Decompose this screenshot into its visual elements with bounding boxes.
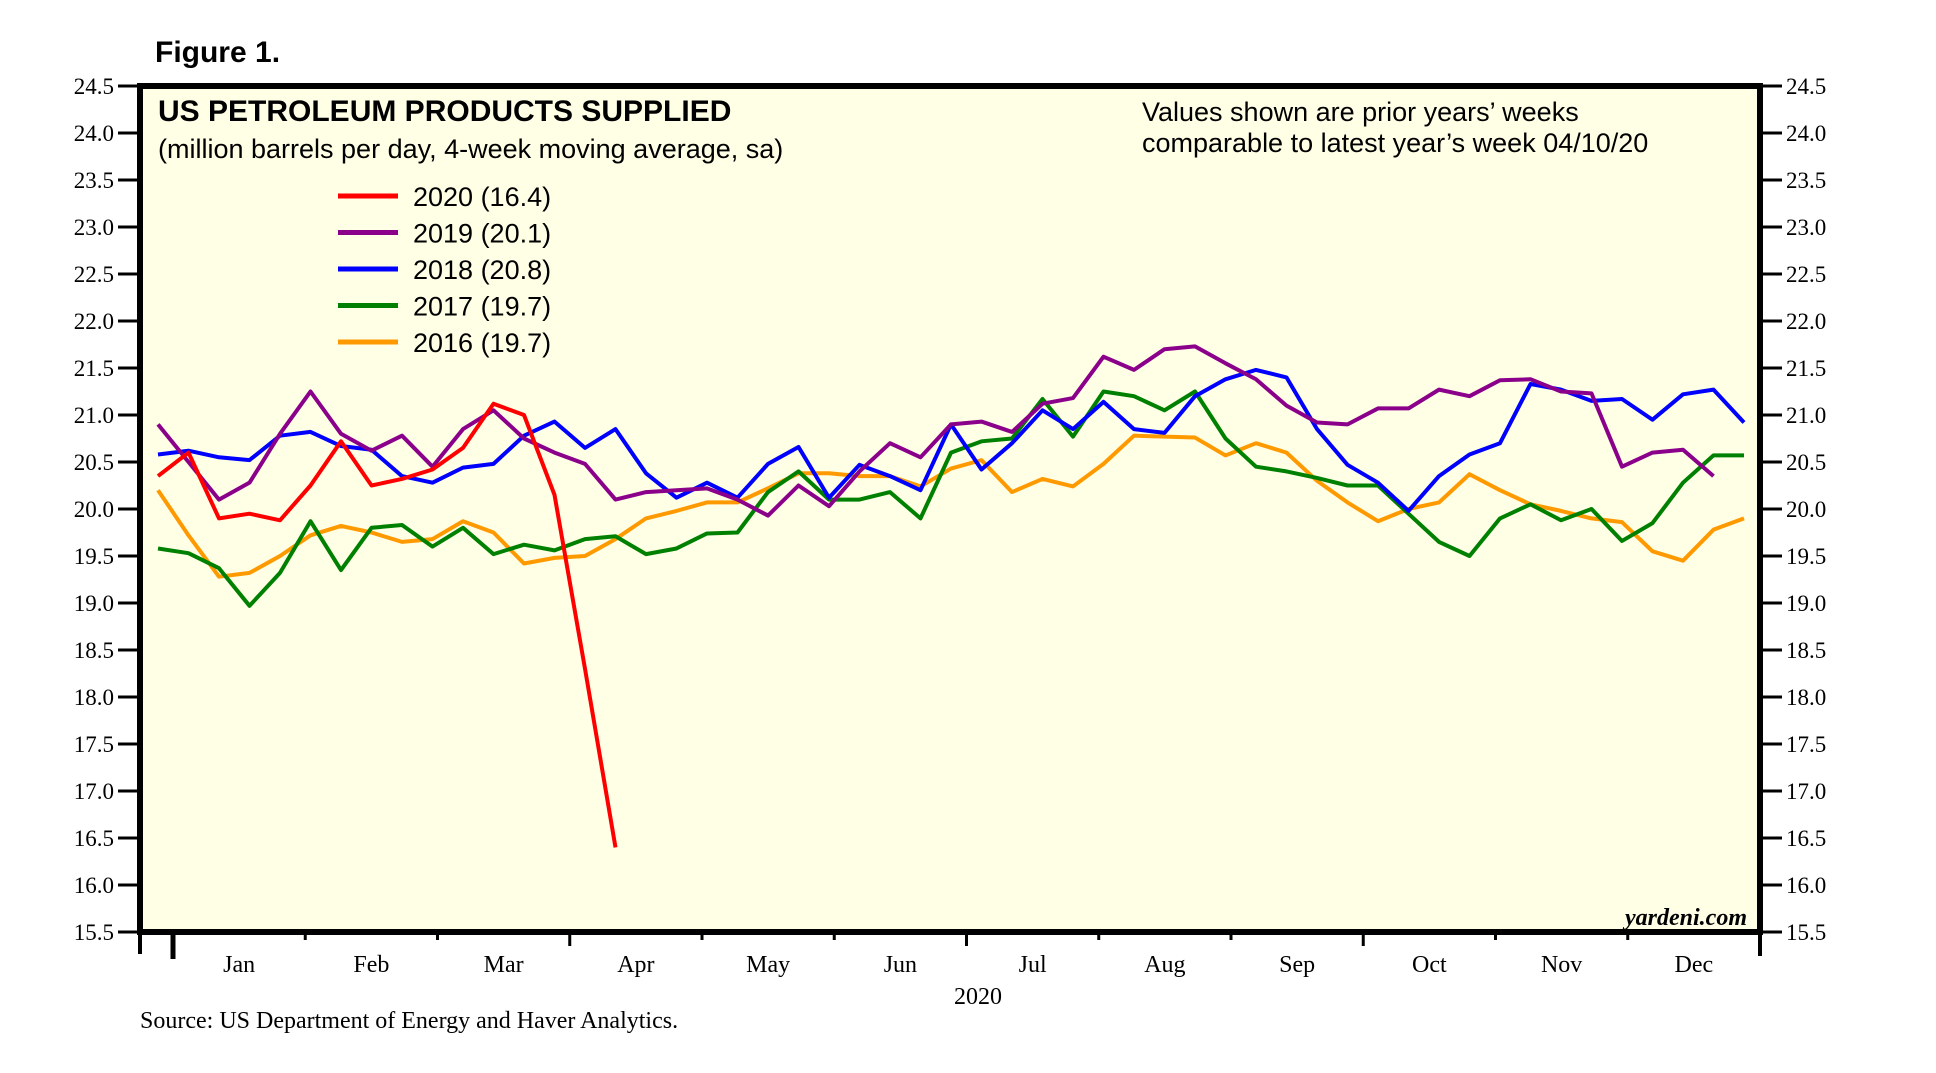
series-line-2017 (157, 389, 1744, 608)
series-line-2020 (156, 401, 618, 848)
y-tick-label-left: 21.5 (74, 356, 114, 381)
y-tick-label-left: 19.0 (74, 591, 114, 616)
y-tick-label-right: 17.5 (1786, 732, 1826, 757)
y-tick-label-left: 24.0 (74, 121, 114, 146)
y-tick-label-right: 21.5 (1786, 356, 1826, 381)
y-tick-label-left: 20.5 (74, 450, 114, 475)
figure-label: Figure 1. (155, 36, 281, 69)
legend-label-2017: 2017 (19.7) (413, 292, 551, 322)
x-tick-label: Dec (1675, 952, 1714, 978)
y-tick-label-right: 21.0 (1786, 403, 1826, 428)
y-tick-label-right: 18.0 (1786, 685, 1826, 710)
legend-label-2019: 2019 (20.1) (413, 219, 551, 249)
x-tick-label: Jan (223, 952, 255, 978)
y-tick-label-right: 20.0 (1786, 497, 1826, 522)
annotation-line-2: comparable to latest year’s week 04/10/2… (1142, 128, 1648, 158)
x-tick-label: Mar (484, 952, 524, 978)
legend-label-2020: 2020 (16.4) (413, 182, 551, 212)
y-tick-label-right: 17.0 (1786, 779, 1826, 804)
y-tick-label-right: 22.5 (1786, 262, 1826, 287)
legend-label-2016: 2016 (19.7) (413, 328, 551, 358)
legend: 2020 (16.4) 2019 (20.1) 2018 (20.8) 2017 (1… (338, 182, 551, 358)
y-tick-label-right: 23.0 (1786, 215, 1826, 240)
y-tick-label-left: 15.5 (74, 920, 114, 945)
y-tick-label-right: 19.0 (1786, 591, 1826, 616)
y-tick-label-left: 16.5 (74, 826, 114, 851)
x-tick-label: Oct (1412, 952, 1447, 978)
y-tick-label-left: 22.0 (74, 309, 114, 334)
x-axis: Jan Feb Mar Apr May Jun Jul Aug Sep Oct Nov Dec (138, 932, 1762, 978)
plot-area (140, 86, 1760, 932)
y-tick-label-left: 21.0 (74, 403, 114, 428)
y-tick-label-left: 22.5 (74, 262, 114, 287)
y-tick-label-right: 22.0 (1786, 309, 1826, 334)
x-tick-label: Aug (1144, 952, 1185, 978)
x-tick-label: Apr (617, 952, 654, 978)
y-tick-label-left: 19.5 (74, 544, 114, 569)
source-note: Source: US Department of Energy and Have… (140, 1008, 679, 1034)
y-tick-label-left: 23.5 (74, 168, 114, 193)
y-tick-label-right: 20.5 (1786, 450, 1826, 475)
y-tick-label-right: 18.5 (1786, 638, 1826, 663)
annotation-line-1: Values shown are prior years’ weeks (1142, 97, 1579, 127)
x-tick-label: Feb (353, 952, 389, 978)
y-tick-label-left: 24.5 (74, 74, 114, 99)
y-tick-label-left: 18.5 (74, 638, 114, 663)
legend-label-2018: 2018 (20.8) (413, 255, 551, 285)
y-tick-label-left: 20.0 (74, 497, 114, 522)
chart-subtitle: (million barrels per day, 4-week moving … (158, 134, 783, 164)
y-tick-label-right: 15.5 (1786, 920, 1826, 945)
x-tick-label: Nov (1541, 952, 1582, 978)
series-line-2019 (156, 344, 1715, 518)
x-tick-label: May (746, 952, 790, 978)
y-tick-label-left: 17.0 (74, 779, 114, 804)
x-tick-label: Jun (884, 952, 917, 978)
y-tick-label-right: 24.5 (1786, 74, 1826, 99)
y-tick-label-right: 23.5 (1786, 168, 1826, 193)
x-axis-label: 2020 (954, 984, 1002, 1010)
y-tick-label-right: 16.0 (1786, 873, 1826, 898)
y-tick-label-right: 16.5 (1786, 826, 1826, 851)
x-tick-label: Jul (1019, 952, 1047, 978)
y-tick-label-right: 19.5 (1786, 544, 1826, 569)
x-tick-label: Sep (1279, 952, 1315, 978)
y-tick-label-left: 18.0 (74, 685, 114, 710)
y-tick-label-left: 16.0 (74, 873, 114, 898)
y-tick-label-right: 24.0 (1786, 121, 1826, 146)
watermark: yardeni.com (1622, 905, 1747, 931)
y-tick-label-left: 17.5 (74, 732, 114, 757)
y-tick-label-left: 23.0 (74, 215, 114, 240)
series-layer (156, 344, 1746, 848)
y-axis-left: 24.5 24.0 23.5 23.0 22.5 22.0 21.5 21.0 20.5 20.0… (74, 74, 140, 945)
chart-title: US PETROLEUM PRODUCTS SUPPLIED (158, 95, 731, 128)
y-axis-right: 24.5 24.0 23.5 23.0 22.5 22.0 21.5 21.0 20.5 20.0… (1760, 74, 1826, 945)
